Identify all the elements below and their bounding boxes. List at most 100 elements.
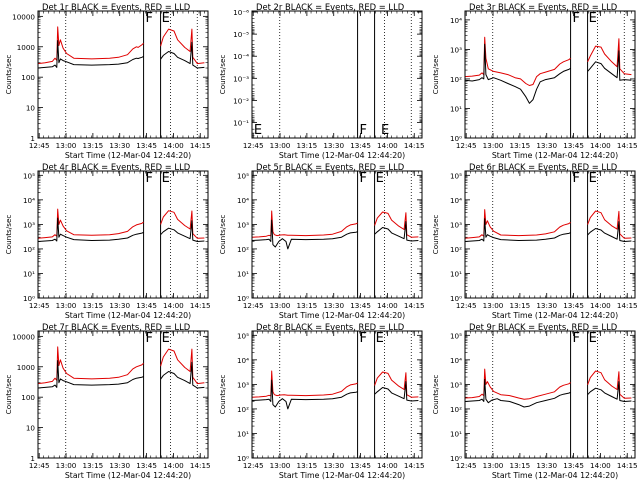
chart-panel-4: Det 4r BLACK = Events, RED = LLD 10⁰ 10¹ 10…: [4, 162, 211, 320]
plot-area: [465, 209, 632, 242]
x-axis-label: Start Time (12-Mar-04 12:44:20): [492, 151, 618, 160]
marker-label-e: E: [254, 123, 262, 138]
x-tick-label: 13:30: [536, 141, 557, 150]
y-tick-label: 10⁰: [237, 454, 249, 463]
y-tick-label: 10²: [23, 245, 35, 254]
marker-label-f: F: [572, 11, 579, 26]
series-line-lld: [374, 371, 419, 398]
x-tick-label: 13:45: [350, 141, 371, 150]
x-tick-label: 13:45: [563, 301, 584, 310]
x-axis-label: Start Time (12-Mar-04 12:44:20): [65, 471, 191, 480]
x-tick-label: 14:15: [190, 141, 211, 150]
x-tick-label: 14:15: [617, 141, 638, 150]
marker-label-e: E: [162, 11, 170, 26]
plot-area: [252, 210, 419, 250]
marker-label-f: F: [145, 331, 152, 346]
y-tick-label: 1: [30, 454, 35, 463]
x-tick-label: 13:00: [483, 301, 504, 310]
y-axis-label: Counts/sec: [431, 55, 440, 95]
series-line-events: [587, 381, 632, 402]
series-line-lld: [587, 370, 632, 399]
x-tick-label: 13:15: [510, 461, 531, 470]
x-tick-label: 13:30: [323, 141, 344, 150]
series-line-lld: [160, 210, 205, 239]
y-tick-label: 10000: [12, 332, 35, 341]
series-line-events: [374, 221, 419, 242]
series-line-lld: [465, 209, 571, 239]
y-tick-label: 10: [26, 104, 36, 113]
series-line-events: [38, 40, 144, 69]
x-tick-label: 14:00: [163, 301, 184, 310]
x-tick-label: 13:30: [536, 461, 557, 470]
x-tick-label: 13:15: [297, 301, 318, 310]
marker-label-f: F: [359, 171, 366, 186]
plot-frame: [464, 170, 636, 299]
y-axis-label: Counts/sec: [218, 55, 227, 95]
y-tick-label: 1000: [17, 363, 36, 372]
y-tick-label: 10³: [450, 220, 462, 229]
marker-label-f: F: [572, 331, 579, 346]
plot-frame: [37, 170, 209, 299]
y-tick-label: 10⁰: [450, 454, 462, 463]
series-line-events: [160, 361, 205, 389]
series-line-events: [374, 381, 419, 402]
x-tick-label: 13:30: [109, 141, 130, 150]
plot-area: [38, 346, 205, 389]
x-tick-label: 13:00: [483, 461, 504, 470]
y-tick-label: 10³: [450, 380, 462, 389]
y-tick-label: 10⁰: [450, 294, 462, 303]
y-tick-label: 10²: [450, 75, 462, 84]
y-tick-label: 10⁻²: [233, 96, 249, 105]
x-tick-label: 13:45: [136, 461, 157, 470]
x-tick-label: 13:30: [323, 301, 344, 310]
y-axis-label: Counts/sec: [4, 55, 13, 95]
x-tick-label: 14:15: [404, 461, 425, 470]
y-tick-label: 10³: [23, 220, 35, 229]
chart-title: Det 3r BLACK = Events, RED = LLD: [469, 2, 617, 12]
plot-frame: [37, 10, 209, 139]
series-line-events: [38, 360, 144, 389]
series-line-events: [587, 50, 632, 81]
series-line-lld: [252, 370, 358, 398]
y-tick-label: 10²: [450, 245, 462, 254]
series-line-events: [252, 219, 358, 250]
y-tick-label: 1000: [17, 43, 36, 52]
series-line-events: [252, 379, 358, 410]
x-tick-label: 12:45: [456, 461, 477, 470]
series-line-events: [587, 221, 632, 242]
chart-panel-1: Det 1r BLACK = Events, RED = LLD 1 10 100 10…: [4, 2, 211, 160]
y-tick-label: 10⁵: [450, 331, 462, 340]
x-tick-label: 13:00: [56, 461, 77, 470]
y-tick-label: 100: [21, 393, 35, 402]
series-line-lld: [160, 28, 205, 65]
x-axis-label: Start Time (12-Mar-04 12:44:20): [279, 151, 405, 160]
chart-panel-5: Det 5r BLACK = Events, RED = LLD 10⁰ 10¹ 10…: [218, 162, 425, 320]
y-tick-label: 10³: [450, 45, 462, 54]
x-tick-label: 13:45: [350, 301, 371, 310]
marker-label-f: F: [359, 331, 366, 346]
x-tick-label: 13:15: [83, 301, 104, 310]
plot-frame: [251, 330, 423, 459]
y-tick-label: 10⁻³: [233, 74, 249, 83]
x-axis-label: Start Time (12-Mar-04 12:44:20): [492, 311, 618, 320]
x-axis-label: Start Time (12-Mar-04 12:44:20): [279, 471, 405, 480]
y-tick-label: 10¹: [237, 429, 249, 438]
x-tick-label: 14:00: [377, 461, 398, 470]
marker-label-e: E: [162, 171, 170, 186]
x-tick-label: 14:15: [617, 301, 638, 310]
chart-panel-2: Det 2r BLACK = Events, RED = LLD 10⁻⁶ 10⁻⁵…: [218, 2, 425, 160]
y-tick-label: 10⁰: [450, 134, 462, 143]
marker-label-e: E: [381, 123, 389, 138]
y-tick-label: 10⁰: [237, 294, 249, 303]
series-line-events: [465, 378, 571, 408]
plot-frame: [251, 170, 423, 299]
marker-label-e: E: [162, 331, 170, 346]
x-axis-label: Start Time (12-Mar-04 12:44:20): [492, 471, 618, 480]
series-line-events: [160, 41, 205, 69]
plot-frame: [251, 10, 423, 139]
marker-label-e: E: [589, 171, 597, 186]
x-axis-label: Start Time (12-Mar-04 12:44:20): [279, 311, 405, 320]
y-tick-label: 10⁴: [450, 16, 462, 25]
y-tick-label: 10⁻¹: [233, 119, 249, 128]
